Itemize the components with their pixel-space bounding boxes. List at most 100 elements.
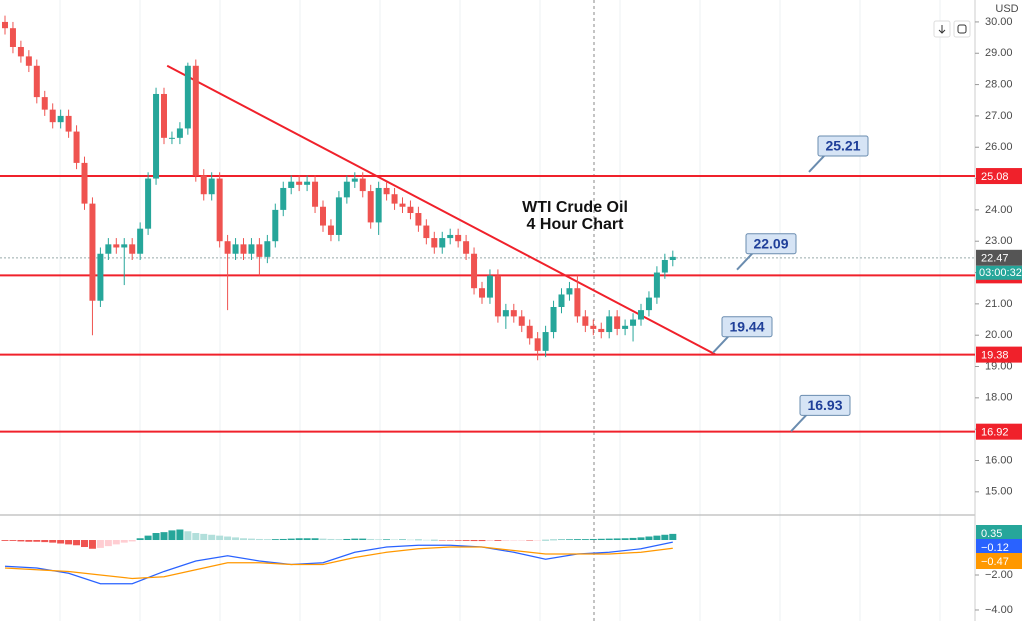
macd-bar <box>438 540 446 541</box>
callout-label: 22.09 <box>753 235 788 251</box>
candle-body <box>9 28 16 47</box>
y-tick-label: 27.00 <box>985 110 1013 122</box>
candle-body <box>526 325 533 339</box>
callout-pointer <box>736 252 754 271</box>
reset-button[interactable] <box>953 20 971 38</box>
level-tag-bg <box>976 346 1022 363</box>
candle-body <box>590 325 597 329</box>
macd-bar <box>422 539 430 541</box>
macd-bar <box>351 538 359 541</box>
y-tick-label: 26.00 <box>985 141 1013 153</box>
macd-bar <box>470 540 478 542</box>
macd-bar <box>41 540 49 543</box>
callout-label: 19.44 <box>729 318 764 334</box>
candle-body <box>264 241 271 257</box>
macd-bar <box>57 540 65 544</box>
candle-body <box>494 275 501 317</box>
candle-body <box>423 225 430 239</box>
callout-box <box>721 316 773 338</box>
candle-body <box>2 21 8 29</box>
candle-body <box>550 306 557 333</box>
macd-bar <box>399 539 406 541</box>
macd-bar <box>542 539 550 541</box>
y-tick-label: 18.00 <box>985 392 1013 404</box>
candle-body <box>33 65 40 98</box>
y-tick-label: 30.00 <box>985 16 1013 28</box>
macd-bar <box>136 538 144 541</box>
candle-body <box>431 238 438 248</box>
candle-body <box>510 310 517 317</box>
macd-bar <box>81 540 88 548</box>
macd-bar <box>589 538 597 541</box>
candle-body <box>447 234 454 239</box>
macd-tag-bg <box>976 553 1022 569</box>
macd-bar <box>279 538 287 541</box>
macd-bar <box>240 538 247 541</box>
macd-bar <box>558 539 565 541</box>
candle-body <box>606 316 613 333</box>
macd-y-tick-label: −2.00 <box>985 569 1013 581</box>
macd-bar <box>462 540 470 541</box>
macd-bar <box>573 539 581 541</box>
candle-body <box>49 109 56 123</box>
macd-bar <box>502 540 510 541</box>
y-tick-label: 16.00 <box>985 454 1013 466</box>
candle-body <box>320 206 326 226</box>
y-tick-label: 24.00 <box>985 204 1013 216</box>
callout-box <box>817 135 869 157</box>
macd-bar <box>605 538 613 541</box>
macd-bar <box>247 538 255 541</box>
candle-body <box>280 187 287 210</box>
candle-body <box>57 115 64 123</box>
countdown-bg <box>976 265 1022 280</box>
vertical-grid <box>59 0 941 621</box>
macd-bar <box>335 539 343 541</box>
candle-body <box>391 194 398 204</box>
candle-body <box>288 181 295 188</box>
macd-bar <box>446 540 454 541</box>
reset-icon <box>957 24 967 34</box>
macd-bar <box>295 538 303 541</box>
candle-body <box>81 162 88 204</box>
candle-body <box>407 206 414 214</box>
candle-body <box>645 297 652 311</box>
macd-bar <box>430 539 438 541</box>
macd-bar <box>629 537 637 541</box>
candle-body <box>137 228 144 254</box>
candle-body <box>240 244 247 254</box>
candle-body <box>542 332 549 351</box>
macd-line <box>4 546 673 580</box>
countdown: 03:00:32 <box>979 267 1022 279</box>
candle-body <box>359 178 366 192</box>
macd-bar <box>550 539 558 541</box>
macd-bar <box>112 540 120 545</box>
candle-body <box>105 244 112 254</box>
level-tag: 25.08 <box>981 171 1009 183</box>
macd-bar <box>534 540 542 541</box>
macd-bar <box>96 540 104 548</box>
macd-bar <box>518 540 526 541</box>
candle-body <box>208 178 215 195</box>
candle-body <box>145 178 152 229</box>
macd-bar <box>271 539 279 541</box>
macd-bar <box>73 540 81 546</box>
last-price-tag-bg <box>976 249 1022 266</box>
y-tick-label: 15.00 <box>985 486 1013 498</box>
macd-tag: −0.12 <box>981 542 1009 554</box>
macd-bar <box>486 540 494 541</box>
macd-bar <box>216 535 224 541</box>
macd-bar <box>224 536 232 541</box>
candle-body <box>486 275 493 298</box>
macd-bar <box>17 540 25 542</box>
macd-bar <box>88 540 96 549</box>
macd-bar <box>375 539 383 541</box>
candle-body <box>192 65 199 176</box>
candle-body <box>73 131 80 163</box>
candle-body <box>630 319 637 326</box>
candle-body <box>224 241 231 254</box>
scale-icon <box>938 25 946 34</box>
candle-body <box>582 316 589 326</box>
macd-bar <box>367 538 375 541</box>
macd-bar <box>49 540 57 543</box>
macd-bar <box>208 534 216 541</box>
